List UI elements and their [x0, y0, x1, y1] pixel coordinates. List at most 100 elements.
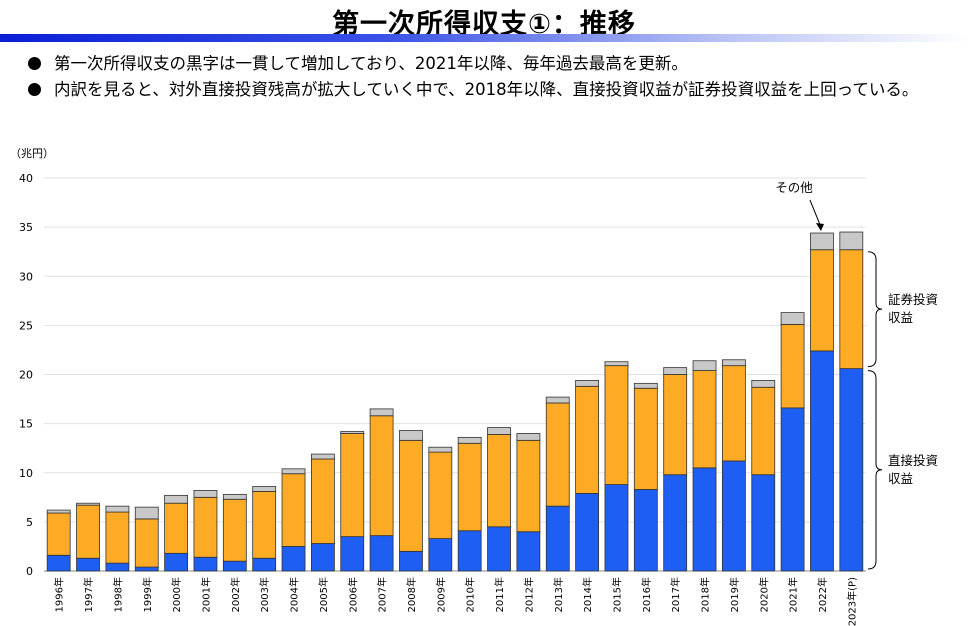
bar-segment-direct: [516, 531, 541, 572]
y-tick-label: 20: [19, 369, 33, 382]
x-tick-label: 2021年: [787, 577, 800, 612]
annotation-arrow: [809, 199, 822, 228]
x-tick-label: 1998年: [111, 577, 124, 612]
bar-segment-other: [545, 396, 570, 404]
bar-segment-direct: [105, 562, 130, 572]
bullet-dot: [28, 57, 41, 70]
bar-segment-securities: [604, 365, 629, 485]
y-tick-label: 10: [19, 467, 33, 480]
bar-segment-other: [105, 505, 130, 513]
bar-segment-direct: [310, 543, 335, 572]
bar-segment-other: [46, 509, 71, 514]
bar-segment-other: [164, 494, 189, 504]
bar-segment-direct: [839, 368, 864, 572]
x-tick-label: 2000年: [170, 577, 183, 612]
x-tick-label: 2014年: [581, 577, 594, 612]
x-tick-label: 2005年: [317, 577, 330, 612]
bar-segment-other: [252, 486, 277, 492]
bar-segment-securities: [457, 442, 482, 532]
bar-segment-other: [457, 436, 482, 444]
bar-segment-direct: [721, 460, 746, 572]
bar-segment-other: [222, 493, 247, 500]
bar-segment-securities: [633, 387, 658, 490]
summary-bullets: 第一次所得収支の黒字は一貫して増加しており、2021年以降、毎年過去最高を更新。…: [28, 52, 958, 104]
bar-segment-securities: [575, 385, 600, 494]
y-tick-label: 35: [19, 221, 33, 234]
bar-segment-securities: [545, 402, 570, 507]
x-tick-label: 2013年: [552, 577, 565, 612]
bar-segment-securities: [76, 504, 100, 559]
x-tick-label: 2003年: [258, 577, 271, 612]
bar-segment-other: [76, 502, 100, 506]
bar-segment-securities: [780, 323, 805, 409]
title-underline: [0, 34, 968, 42]
bar-segment-securities: [281, 473, 306, 547]
y-tick-label: 15: [19, 418, 33, 431]
bar-segment-direct: [222, 560, 247, 572]
bar-segment-other: [340, 431, 365, 434]
securities-bracket: [867, 251, 883, 368]
y-tick-label: 0: [26, 565, 33, 578]
x-tick-label: 1999年: [141, 577, 154, 612]
direct-bracket: [867, 370, 883, 570]
bar-segment-other: [428, 446, 453, 453]
x-tick-label: 2012年: [522, 577, 535, 612]
bar-segment-direct: [252, 557, 277, 572]
x-tick-label: 2011年: [493, 577, 506, 612]
bar-segment-securities: [810, 249, 834, 352]
bar-segment-securities: [164, 502, 189, 554]
bar-segment-direct: [663, 474, 688, 572]
bullet-item: 第一次所得収支の黒字は一貫して増加しており、2021年以降、毎年過去最高を更新。: [28, 52, 958, 75]
bar-segment-other: [193, 490, 218, 498]
bar-segment-direct: [692, 467, 717, 572]
bar-segment-securities: [369, 415, 394, 537]
x-tick-label: 2001年: [199, 577, 212, 612]
x-tick-label: 2023年(P): [845, 577, 858, 626]
x-tick-label: 2015年: [610, 577, 623, 612]
x-tick-label: 2002年: [229, 577, 242, 612]
x-tick-label: 2006年: [346, 577, 359, 612]
bar-segment-securities: [46, 512, 71, 556]
y-tick-label: 5: [26, 516, 33, 529]
annotation-arrowhead: [815, 223, 824, 232]
bar-segment-direct: [134, 566, 159, 572]
bar-segment-securities: [516, 439, 541, 533]
bar-segment-other: [721, 359, 746, 367]
bullet-text: 内訳を見ると、対外直接投資残高が拡大していく中で、2018年以降、直接投資収益が…: [54, 80, 919, 99]
bar-segment-other: [399, 430, 423, 441]
bullet-text: 第一次所得収支の黒字は一貫して増加しており、2021年以降、毎年過去最高を更新。: [54, 54, 688, 73]
bar-segment-other: [633, 382, 658, 389]
x-tick-label: 2004年: [288, 577, 301, 612]
direct-label: 直接投資: [888, 453, 938, 468]
direct-label: 収益: [888, 471, 913, 486]
x-tick-label: 2016年: [640, 577, 653, 612]
bar-segment-direct: [164, 552, 189, 572]
bar-segment-direct: [369, 535, 394, 572]
bar-segment-direct: [575, 492, 600, 572]
bullet-item: 内訳を見ると、対外直接投資残高が拡大していく中で、2018年以降、直接投資収益が…: [28, 78, 958, 101]
bar-segment-direct: [46, 554, 71, 572]
x-tick-label: 1996年: [53, 577, 66, 612]
y-tick-label: 40: [19, 172, 33, 185]
x-tick-label: 2020年: [757, 577, 770, 612]
bar-segment-direct: [810, 350, 834, 572]
bar-segment-securities: [692, 370, 717, 469]
bar-segment-securities: [487, 434, 511, 528]
bar-segment-securities: [428, 451, 453, 539]
bar-segment-other: [604, 361, 629, 367]
x-tick-label: 2009年: [434, 577, 447, 612]
bar-segment-direct: [780, 407, 805, 572]
bar-segment-other: [134, 506, 159, 520]
y-tick-label: 25: [19, 319, 33, 332]
bar-segment-direct: [193, 556, 218, 572]
bar-segment-direct: [428, 538, 453, 572]
bar-segment-direct: [545, 505, 570, 572]
x-tick-label: 2017年: [669, 577, 682, 612]
bar-segment-securities: [399, 439, 423, 552]
bar-segment-other: [310, 453, 335, 460]
bar-segment-securities: [134, 518, 159, 568]
bar-segment-securities: [721, 365, 746, 462]
bar-segment-securities: [751, 386, 776, 476]
bar-segment-direct: [457, 530, 482, 572]
bar-segment-other: [516, 433, 541, 441]
